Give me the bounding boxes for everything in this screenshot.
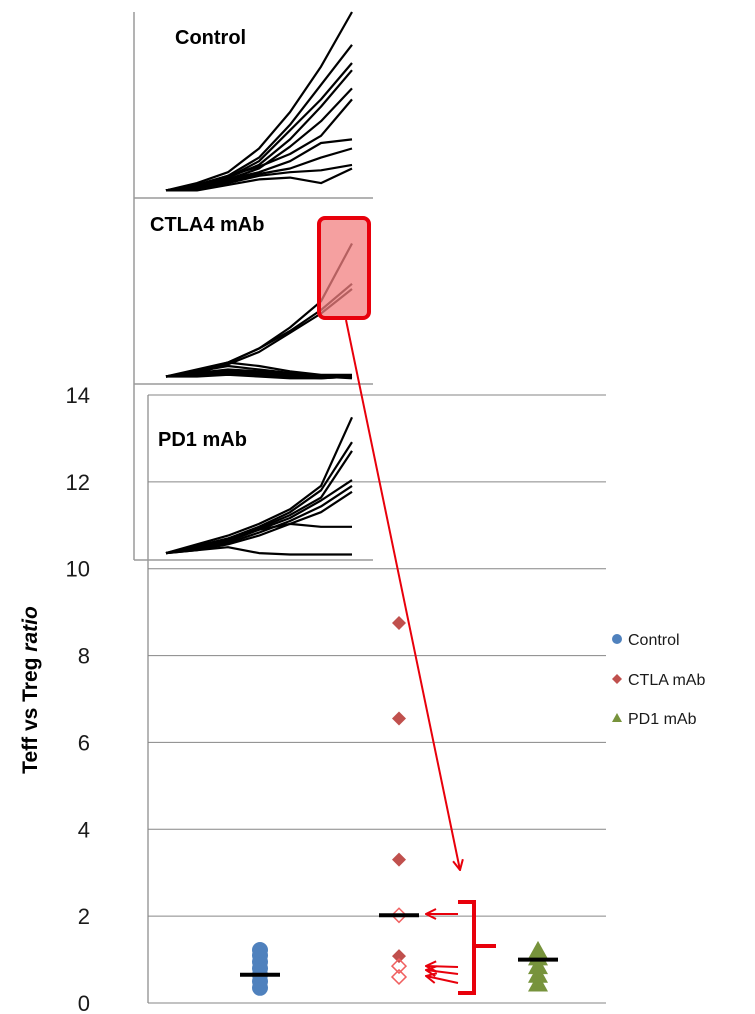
open-point-arrow-4 bbox=[426, 976, 459, 984]
inset-curve bbox=[165, 361, 352, 378]
y-tick-label: 4 bbox=[78, 817, 90, 842]
data-point bbox=[392, 616, 406, 630]
legend-marker bbox=[612, 713, 622, 722]
inset-1: Control bbox=[133, 11, 373, 199]
legend-label: PD1 mAb bbox=[628, 711, 697, 728]
y-tick-label: 2 bbox=[78, 904, 90, 929]
inset-2: CTLA4 mAb bbox=[133, 198, 373, 385]
data-point bbox=[392, 711, 406, 726]
data-points bbox=[252, 616, 548, 996]
y-tick-label: 12 bbox=[66, 470, 90, 495]
inset-panels: Control CTLA4 mAb PD1 mAb bbox=[133, 11, 373, 561]
inset-curve bbox=[166, 373, 353, 380]
legend-marker bbox=[612, 634, 622, 644]
inset-curve bbox=[165, 371, 353, 380]
y-tick-label: 0 bbox=[78, 991, 90, 1014]
legend-marker bbox=[612, 674, 622, 684]
inset-3: PD1 mAb bbox=[133, 384, 373, 561]
highlight-arrow bbox=[345, 319, 460, 870]
inset-title: PD1 mAb bbox=[158, 429, 247, 451]
open-data-point bbox=[390, 958, 408, 975]
inset-curve bbox=[165, 490, 353, 555]
inset-curve bbox=[165, 138, 353, 192]
inset-curve bbox=[165, 484, 353, 555]
median-bars bbox=[240, 913, 558, 977]
inset-curve bbox=[165, 546, 352, 556]
y-tick-label: 8 bbox=[78, 644, 90, 669]
open-data-point bbox=[390, 907, 408, 924]
open-point-arrow-2 bbox=[426, 966, 459, 967]
y-tick-label: 10 bbox=[66, 557, 90, 582]
highlight-box bbox=[317, 216, 371, 320]
y-axis-label: Teff vs Treg ratio bbox=[19, 606, 42, 774]
legend-label: Control bbox=[628, 632, 680, 649]
inset-curve bbox=[165, 450, 353, 555]
inset-curve bbox=[165, 98, 353, 192]
inset-curve bbox=[166, 167, 353, 192]
data-point bbox=[528, 940, 548, 959]
inset-curve bbox=[165, 416, 354, 555]
y-tick-label: 6 bbox=[78, 730, 90, 755]
data-point bbox=[252, 942, 268, 959]
inset-curve bbox=[165, 522, 352, 555]
data-point bbox=[392, 949, 406, 964]
open-data-point bbox=[390, 968, 408, 986]
gridlines bbox=[148, 394, 606, 1004]
inset-title: Control bbox=[175, 27, 246, 49]
inset-curve bbox=[165, 11, 353, 192]
open-point-arrow-3 bbox=[426, 970, 459, 974]
data-point bbox=[392, 852, 406, 867]
inset-title: CTLA4 mAb bbox=[150, 214, 264, 236]
inset-curve bbox=[165, 441, 353, 555]
inset-curve bbox=[165, 163, 353, 192]
legend-label: CTLA mAb bbox=[628, 672, 705, 689]
legend: Control CTLA mAb PD1 mAb bbox=[612, 632, 705, 728]
y-tick-label: 14 bbox=[66, 383, 90, 408]
y-tick-labels: 0 2 4 6 8 10 12 14 bbox=[66, 383, 90, 1014]
